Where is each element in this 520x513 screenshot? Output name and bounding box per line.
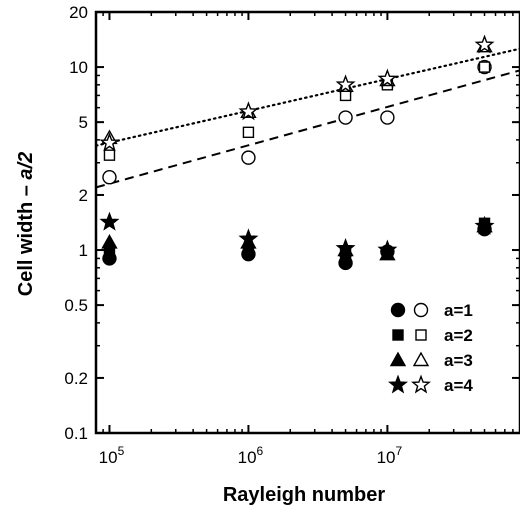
open-star-point [335, 74, 356, 94]
y-axis-title-prefix: Cell width – [15, 180, 37, 297]
legend-open-triangle-icon [412, 351, 430, 367]
open-star-point [474, 34, 495, 54]
open-star-point [377, 68, 398, 88]
filled-star-point [377, 239, 398, 259]
open-square-point [242, 126, 255, 139]
open-circle-point [102, 170, 117, 185]
x-tick-label-exponent: 5 [118, 444, 125, 458]
x-tick-label: 107 [377, 444, 403, 467]
y-axis-title-italic: a/2 [15, 152, 37, 180]
open-circle-point [380, 110, 395, 125]
x-axis-title: Rayleigh number [223, 484, 385, 506]
x-tick-label-base: 10 [99, 448, 118, 467]
legend-filled-triangle-icon [389, 351, 407, 367]
open-circle-point [338, 110, 353, 125]
plot-frame [94, 10, 520, 435]
open-star-point [238, 101, 259, 121]
filled-star-point [238, 228, 259, 248]
legend-filled-circle-icon [390, 302, 406, 318]
x-tick-label: 106 [238, 444, 264, 467]
legend-label: a=1 [444, 301, 473, 320]
filled-triangle-point [101, 234, 118, 249]
x-tick-label: 105 [99, 444, 125, 467]
y-tick-label: 2 [79, 186, 88, 205]
open-star-point [99, 132, 120, 152]
legend-label: a=4 [444, 376, 473, 395]
y-tick-label: 0.5 [64, 296, 88, 315]
y-axis-title: Cell width – a/2 [15, 152, 37, 297]
filled-star-point [335, 237, 356, 257]
y-tick-label: 0.2 [64, 369, 88, 388]
open-square-point [478, 61, 491, 73]
filled-star-point [99, 211, 120, 231]
dotted-fit-line [94, 47, 520, 147]
legend-label: a=3 [444, 351, 473, 370]
y-tick-label: 20 [69, 3, 88, 22]
dashed-fit-line [95, 69, 520, 189]
open-square-point [103, 149, 116, 161]
legend-open-circle-icon [413, 302, 429, 318]
legend-filled-square-icon [392, 329, 404, 341]
legend-label: a=2 [444, 326, 473, 345]
y-tick-label: 1 [79, 241, 88, 260]
legend-open-star-icon [411, 374, 431, 394]
x-tick-label-exponent: 7 [396, 444, 403, 458]
legend-filled-star-icon [388, 374, 408, 394]
y-tick-label: 0.1 [64, 424, 88, 443]
filled-star-point [474, 215, 495, 235]
x-tick-label-base: 10 [377, 448, 396, 467]
x-tick-label-exponent: 6 [257, 444, 264, 458]
x-tick-label-base: 10 [238, 448, 257, 467]
y-tick-label: 5 [79, 113, 88, 132]
legend-open-square-icon [415, 329, 427, 341]
open-circle-point [241, 150, 256, 165]
y-tick-label: 10 [69, 58, 88, 77]
